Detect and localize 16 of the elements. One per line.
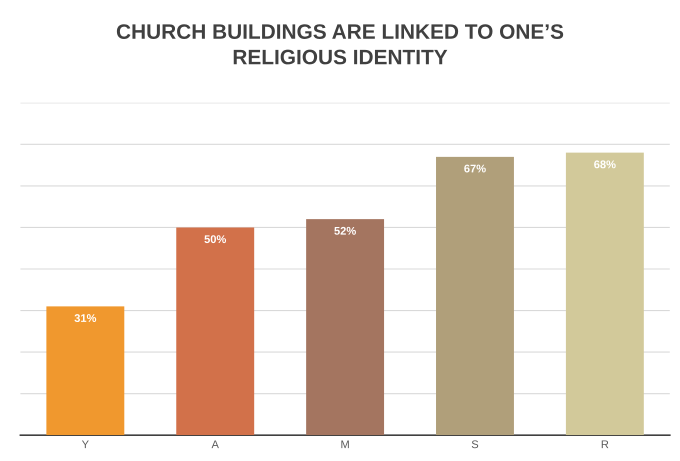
- x-tick-label: Y: [82, 440, 89, 448]
- bar: [176, 227, 254, 436]
- x-tick-label: A: [212, 440, 219, 448]
- x-tick-label: S: [472, 440, 478, 448]
- x-tick-label: R: [602, 440, 608, 448]
- bar: [46, 306, 124, 436]
- data-label: 50%: [204, 235, 226, 244]
- data-label: 52%: [334, 226, 356, 235]
- chart-title: CHURCH BUILDINGS ARE LINKED TO ONE’S RELIGIOUS IDENTITY: [116, 24, 564, 64]
- data-label: 31%: [74, 314, 96, 322]
- bar: [566, 152, 644, 436]
- bar: [306, 219, 384, 436]
- x-tick-label: M: [341, 440, 349, 448]
- data-label: 67%: [464, 164, 486, 172]
- data-label: 68%: [594, 160, 616, 168]
- bar: [436, 156, 514, 436]
